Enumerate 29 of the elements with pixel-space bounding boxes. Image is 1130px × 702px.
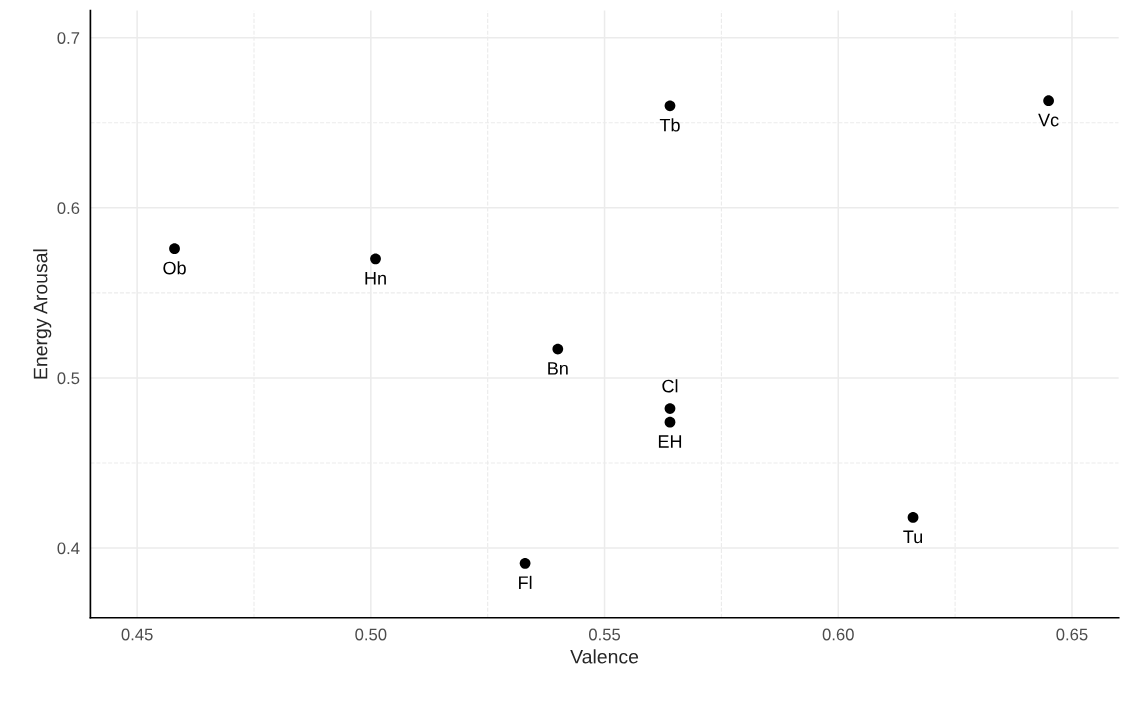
- annotation: EH: [658, 435, 682, 448]
- point: [1043, 95, 1054, 107]
- x-tick-label: 0.45: [121, 628, 153, 641]
- annotation: Ob: [163, 261, 186, 275]
- x-tick-label: 0.50: [355, 628, 387, 641]
- y-tick-label: 0.5: [57, 372, 80, 385]
- point: [519, 557, 531, 569]
- annotation: Cl: [662, 379, 678, 393]
- x-tick-label: 0.60: [822, 628, 854, 641]
- point: [552, 343, 564, 355]
- annotation: Bn: [548, 362, 568, 375]
- x-tick-label: 0.55: [588, 628, 621, 641]
- point: [664, 100, 676, 112]
- y-tick-label: 0.7: [57, 32, 80, 44]
- point: [907, 512, 919, 523]
- point: [169, 243, 180, 255]
- x-tick-label: 0.65: [1056, 628, 1088, 641]
- annotation: Tb: [659, 118, 680, 132]
- point: [664, 403, 676, 414]
- point: [664, 416, 676, 428]
- annotation: Vc: [1038, 113, 1059, 127]
- point: [370, 253, 381, 265]
- annotation: Fl: [519, 575, 532, 589]
- y-tick-label: 0.4: [57, 542, 80, 555]
- annotation: Hn: [365, 272, 386, 285]
- annotation: Tu: [903, 530, 923, 544]
- x-axis-title: Valence: [570, 649, 639, 664]
- y-axis-title: Energy Arousal: [33, 249, 52, 379]
- y-tick-label: 0.6: [57, 202, 80, 215]
